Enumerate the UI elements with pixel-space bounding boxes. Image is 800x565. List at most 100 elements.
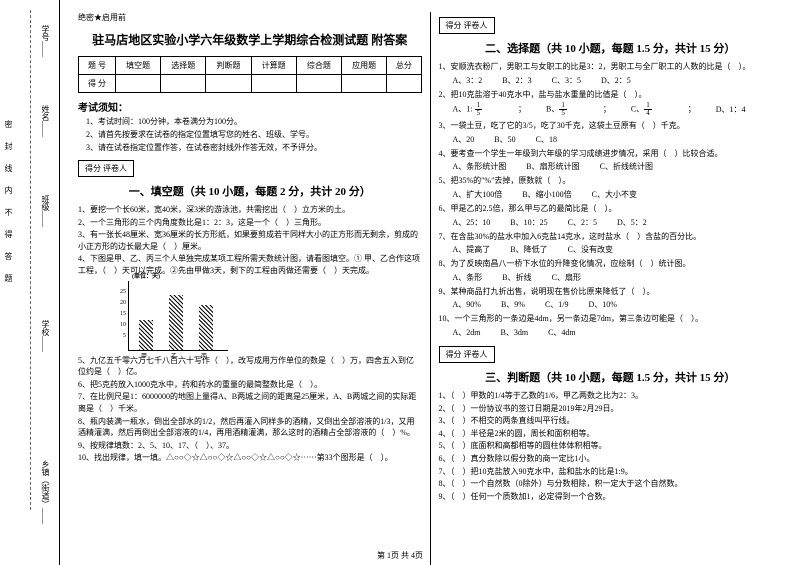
bar (169, 295, 183, 350)
ytick: 25 (120, 289, 126, 295)
opt: C、4dm (548, 327, 576, 338)
section-title-choice: 二、选择题（共 10 小题，每题 1.5 分，共计 15 分） (439, 40, 783, 56)
th: 总分 (387, 57, 421, 75)
opt: C、1/9 (545, 299, 569, 310)
exam-title: 驻马店地区实验小学六年级数学上学期综合检测试题 附答案 (78, 31, 422, 48)
question: 3、一袋土豆，吃了它的3/5，吃了30千克，这袋土豆原有（ ）千克。 (439, 120, 783, 132)
opt: C、18 (536, 134, 557, 145)
options: A、25：10 B、10：25 C、2：5 D、5：2 (453, 217, 783, 228)
section-score-box: 得分 评卷人 (439, 17, 495, 34)
td[interactable] (115, 75, 160, 93)
opt: A、20 (453, 134, 475, 145)
question: 7、在比例尺是1：6000000的地图上量得A、B两城之间的距离是25厘米，A、… (78, 391, 422, 414)
chart-unit: (单位：天) (132, 271, 160, 280)
opt: A、1: 15； (453, 102, 527, 117)
question: 5、把35%的"%"去掉，原数就（ ）。 (439, 175, 783, 187)
question: 1、（ ）甲数的1/4等于乙数的1/6，甲乙两数之比为2：3。 (439, 390, 783, 402)
question: 6、（ ）真分数除以假分数的商一定比1小。 (439, 453, 783, 465)
opt: C、没有改变 (568, 244, 613, 255)
options: A、3：2 B、2：3 C、3：5 D、2：5 (453, 75, 783, 86)
seal-line-text: 密 封 线 内 不 得 答 题 (3, 120, 14, 288)
question: 9、某种商品打九折出售，说明现在售价比原来降低了（ ）。 (439, 286, 783, 298)
question: 3、有一张长48厘米、宽36厘米的长方形纸，如果要剪成若干同样大小的正方形而无剩… (78, 229, 422, 252)
opt: D、2：5 (601, 75, 631, 86)
binding-label-town: 乡镇（街道）____ (40, 460, 51, 524)
opt: B、10：25 (510, 217, 547, 228)
content-area: 绝密★启用前 驻马店地区实验小学六年级数学上学期综合检测试题 附答案 题 号 填… (60, 0, 800, 565)
question: 1、要挖一个长60米，宽40米，深3米的游泳池，共需挖出（ ）立方米的土。 (78, 204, 422, 216)
question: 1、安顺洗衣粉厂，男职工与女职工的比是3：2，男职工与全厂职工的人数的比是（ ）… (439, 61, 783, 73)
opt: A、条形统计图 (453, 161, 507, 172)
options: A、扩大100倍 B、缩小100倍 C、大小不变 (453, 189, 783, 200)
opt: C、大小不变 (592, 189, 637, 200)
question: 10、找出规律，填一填。△○○◇☆△○○◇☆△○○◇☆△○○◇☆······第3… (78, 452, 422, 464)
notice-item: 2、请首先按要求在试卷的指定位置填写您的姓名、班级、学号。 (86, 129, 422, 140)
th: 综合题 (296, 57, 341, 75)
opt: D、5：2 (617, 217, 647, 228)
td[interactable] (387, 75, 421, 93)
question: 7、在含盐30%的盐水中加入6克盐14克水，这时盐水（ ）含盐的百分比。 (439, 231, 783, 243)
question: 9、（ ）任何一个质数加1，必定得到一个合数。 (439, 491, 783, 503)
notice-item: 3、请在试卷指定位置作答，在试卷密封线外作答无效，不予评分。 (86, 142, 422, 153)
td[interactable] (206, 75, 251, 93)
question: 9、按规律填数：2、5、10、17、（ ）、37。 (78, 440, 422, 452)
opt: B、3dm (501, 327, 529, 338)
th: 选择题 (161, 57, 206, 75)
question: 5、九亿五千零六万七千八百六十写作（ ），改写成用万作单位的数是（ ）万，四舍五… (78, 355, 422, 378)
options: A、1: 15； B、15； C、14； D、1：4 (453, 102, 783, 117)
xlabel: 甲 (141, 351, 147, 360)
exam-page: 学号____ 姓名____ 班级____ 学校____ 乡镇（街道）____ 密… (0, 0, 800, 565)
section-score-box: 得分 评卷人 (439, 346, 495, 363)
opt: B、9% (501, 299, 525, 310)
th: 判断题 (206, 57, 251, 75)
question: 6、把5克药放入1000克水中，药和药水的重量的最简整数比是（ ）。 (78, 379, 422, 391)
opt: C、折线统计图 (600, 161, 653, 172)
td[interactable] (161, 75, 206, 93)
question: 3、（ ）不相交的两条直线叫平行线。 (439, 415, 783, 427)
td[interactable] (296, 75, 341, 93)
notice-item: 1、考试时间：100分钟，本卷满分为100分。 (86, 116, 422, 127)
notice-heading: 考试须知： (78, 99, 422, 114)
binding-label-school: 学校____ (40, 320, 51, 352)
question: 4、下图是甲、乙、丙三个人单独完成某项工程所需天数统计图，请看图填空。① 甲、乙… (78, 253, 422, 276)
opt: D、10% (589, 299, 617, 310)
opt: B、降低了 (510, 244, 547, 255)
td: 得 分 (79, 75, 116, 93)
table-row: 得 分 (79, 75, 422, 93)
question: 8、（ ）一个自然数（0除外）与分数相除，积一定大于这个自然数。 (439, 478, 783, 490)
section-title-judge: 三、判断题（共 10 小题，每题 1.5 分，共计 15 分） (439, 369, 783, 385)
binding-margin: 学号____ 姓名____ 班级____ 学校____ 乡镇（街道）____ 密… (0, 0, 60, 565)
td[interactable] (342, 75, 387, 93)
options: A、90% B、9% C、1/9 D、10% (453, 299, 783, 310)
binding-label-number: 学号____ (40, 25, 51, 57)
opt: A、25：10 (453, 217, 491, 228)
table-row: 题 号 填空题 选择题 判断题 计算题 综合题 应用题 总分 (79, 57, 422, 75)
xlabel: 丙 (201, 351, 207, 360)
options: A、条形 B、折线 C、扇形 (453, 272, 783, 283)
opt: B、2：3 (502, 75, 531, 86)
opt: B、15； (546, 102, 611, 117)
question: 2、把10克盐溶于40克水中，盐与盐水重量的比值是（ ）。 (439, 89, 783, 101)
opt: C、3：5 (552, 75, 581, 86)
confidential-mark: 绝密★启用前 (78, 12, 422, 23)
ytick: 10 (120, 322, 126, 328)
left-column: 绝密★启用前 驻马店地区实验小学六年级数学上学期综合检测试题 附答案 题 号 填… (70, 12, 431, 565)
ytick: 20 (120, 300, 126, 306)
dashed-line (30, 10, 31, 510)
section-title-fill: 一、填空题（共 10 小题，每题 2 分，共计 20 分） (78, 183, 422, 199)
right-column: 得分 评卷人 二、选择题（共 10 小题，每题 1.5 分，共计 15 分） 1… (431, 12, 791, 565)
section-score-box: 得分 评卷人 (78, 160, 134, 177)
question: 7、（ ）把10克盐放入90克水中，盐和盐水的比是1:9。 (439, 466, 783, 478)
opt: A、条形 (453, 272, 483, 283)
opt: B、缩小100倍 (522, 189, 571, 200)
td[interactable] (251, 75, 296, 93)
question: 4、（ ）半径是2米的圆，周长和面积相等。 (439, 428, 783, 440)
bar (199, 305, 213, 350)
question: 4、要考查一个学生一年级到六年级的学习成绩进步情况，采用（ ）比较合适。 (439, 148, 783, 160)
question: 8、瓶内装满一瓶水，倒出全部水的1/2，然后再灌入同样多的酒精，又倒出全部溶液的… (78, 416, 422, 439)
opt: A、3：2 (453, 75, 483, 86)
options: A、2dm B、3dm C、4dm (453, 327, 783, 338)
opt: A、提高了 (453, 244, 491, 255)
score-table: 题 号 填空题 选择题 判断题 计算题 综合题 应用题 总分 得 分 (78, 56, 422, 93)
opt: A、90% (453, 299, 481, 310)
